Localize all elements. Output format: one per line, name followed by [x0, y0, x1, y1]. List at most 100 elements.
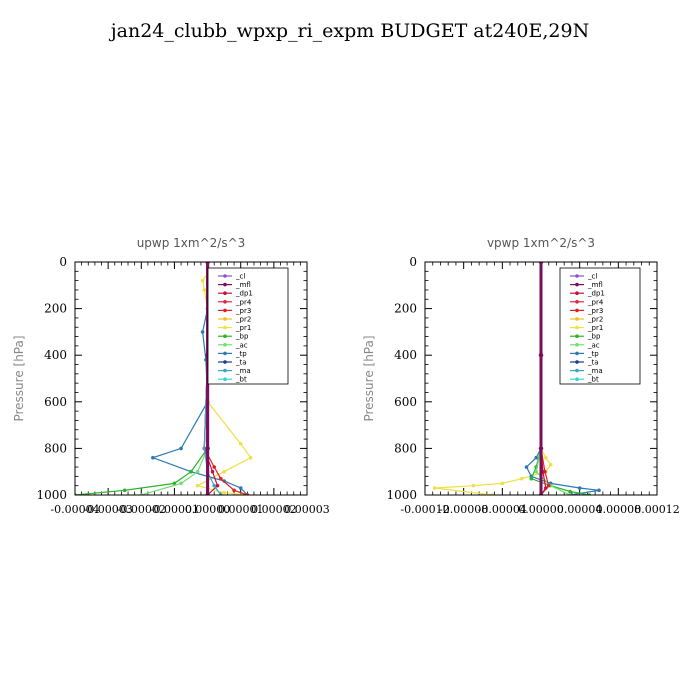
y-tick-label: 200 [394, 302, 417, 316]
series-point-pr1 [195, 483, 200, 488]
legend-marker [223, 274, 227, 278]
series-point-pr1 [200, 278, 205, 283]
x-tick-label: -0.00001 [150, 503, 199, 516]
legend: _cl_mfl_dp1_pr4_pr3_pr2_pr1_bp_ac_tp_ta_… [207, 267, 289, 385]
y-tick-label: 0 [59, 255, 67, 269]
legend-label: _bp [587, 333, 601, 341]
series-point-mfl [205, 446, 210, 451]
series-point-tp [597, 488, 601, 493]
x-tick-label: -0.00012 [400, 503, 449, 516]
legend-label: _pr1 [587, 324, 603, 332]
series-point-pr3 [212, 465, 216, 469]
series-point-mfl [205, 262, 210, 265]
legend-label: _pr4 [235, 298, 252, 306]
chart-title: vpwp 1xm^2/s^3 [487, 236, 595, 250]
series-line-bp [75, 262, 219, 495]
legend-marker [223, 360, 227, 364]
x-tick-label: -0.00004 [478, 503, 527, 516]
legend-marker [575, 308, 579, 313]
legend-marker [575, 282, 579, 287]
legend-label: _cl [235, 273, 245, 281]
upwp-chart-panel: upwp 1xm^2/s^3 Pressure [hPa] 0 200 400 600 80… [12, 236, 330, 516]
legend-label: _pr4 [587, 298, 604, 306]
plot-frame [74, 261, 308, 496]
legend-marker [575, 343, 579, 347]
legend-marker [575, 368, 579, 373]
series-point-pr3 [546, 483, 551, 488]
series-line-pr1 [434, 262, 552, 495]
legend-marker [223, 351, 227, 356]
y-tick-label: 0 [409, 255, 417, 269]
legend-label: _bp [235, 333, 249, 341]
legend-marker [575, 317, 579, 321]
legend-marker [575, 325, 579, 330]
legend-label: _pr3 [587, 307, 603, 315]
x-tick-label: 0.00002 [251, 503, 297, 516]
legend-label: _mfl [587, 281, 603, 289]
series-point-ma [202, 446, 207, 451]
series-point-mfl [538, 492, 544, 495]
legend-marker [223, 308, 227, 313]
series-point-mfl [538, 353, 544, 358]
series-point-pr1 [548, 462, 553, 467]
series-point-tp [151, 455, 155, 460]
legend-label: _bt [235, 376, 247, 384]
y-tick-label: 800 [44, 441, 67, 455]
series-point-pr1 [544, 455, 548, 460]
series-point-pr3 [219, 476, 223, 481]
x-tick-label: 0.00000 [518, 503, 564, 516]
series-point-dp1 [215, 483, 220, 488]
legend-label: _ta [235, 359, 247, 367]
series-point-mfl [538, 262, 544, 265]
series-point-ac [179, 481, 183, 486]
series-point-tp [179, 446, 183, 451]
series-point-pr1 [519, 476, 524, 481]
plot-frame [424, 261, 658, 496]
series-point-pr1 [238, 441, 243, 446]
legend-marker [223, 291, 227, 296]
legend-label: _tp [235, 350, 247, 358]
x-tick-label: 0.00001 [218, 503, 264, 516]
legend-label: _tp [587, 350, 599, 358]
series-point-bp [172, 481, 177, 486]
x-tick-label: 0.00012 [634, 503, 680, 516]
y-tick-label: 1000 [36, 488, 67, 502]
legend-marker [575, 360, 579, 364]
legend-label: _dp1 [235, 290, 253, 298]
legend-marker [223, 334, 227, 339]
chart-title: upwp 1xm^2/s^3 [137, 236, 246, 250]
legend-marker [223, 317, 227, 321]
series-point-ac [195, 469, 200, 474]
y-axis-label: Pressure [hPa] [362, 335, 376, 421]
x-tick-label: -0.00004 [50, 503, 99, 516]
legend-box [559, 267, 641, 385]
x-tick-label: -0.00002 [117, 503, 166, 516]
legend-marker [223, 325, 227, 330]
series-point-dp1 [210, 469, 215, 474]
legend-label: _pr2 [235, 316, 251, 324]
x-tick-label: 0.00003 [284, 503, 330, 516]
series-point-bp [189, 469, 193, 474]
legend-label: _pr2 [587, 316, 603, 324]
legend-box [207, 267, 289, 385]
series-point-pr1 [432, 486, 437, 490]
legend-marker [223, 368, 227, 373]
y-tick-label: 600 [44, 395, 67, 409]
y-tick-label: 1000 [386, 488, 417, 502]
legend-marker [575, 274, 579, 278]
legend-label: _bt [587, 376, 599, 384]
series-point-tp [200, 330, 205, 334]
x-tick-label: 0.00004 [557, 503, 603, 516]
series-point-mfl [538, 446, 544, 451]
series-point-bp [529, 476, 534, 481]
series-point-ma [212, 483, 216, 488]
series-point-pr1 [471, 483, 476, 488]
legend-marker [575, 291, 579, 296]
series-point-pr1 [500, 481, 505, 486]
legend-label: _ma [235, 367, 251, 375]
legend-marker [223, 377, 227, 382]
y-tick-label: 800 [394, 441, 417, 455]
legend: _cl_mfl_dp1_pr4_pr3_pr2_pr1_bp_ac_tp_ta_… [559, 267, 641, 385]
series-point-tp [534, 455, 538, 460]
